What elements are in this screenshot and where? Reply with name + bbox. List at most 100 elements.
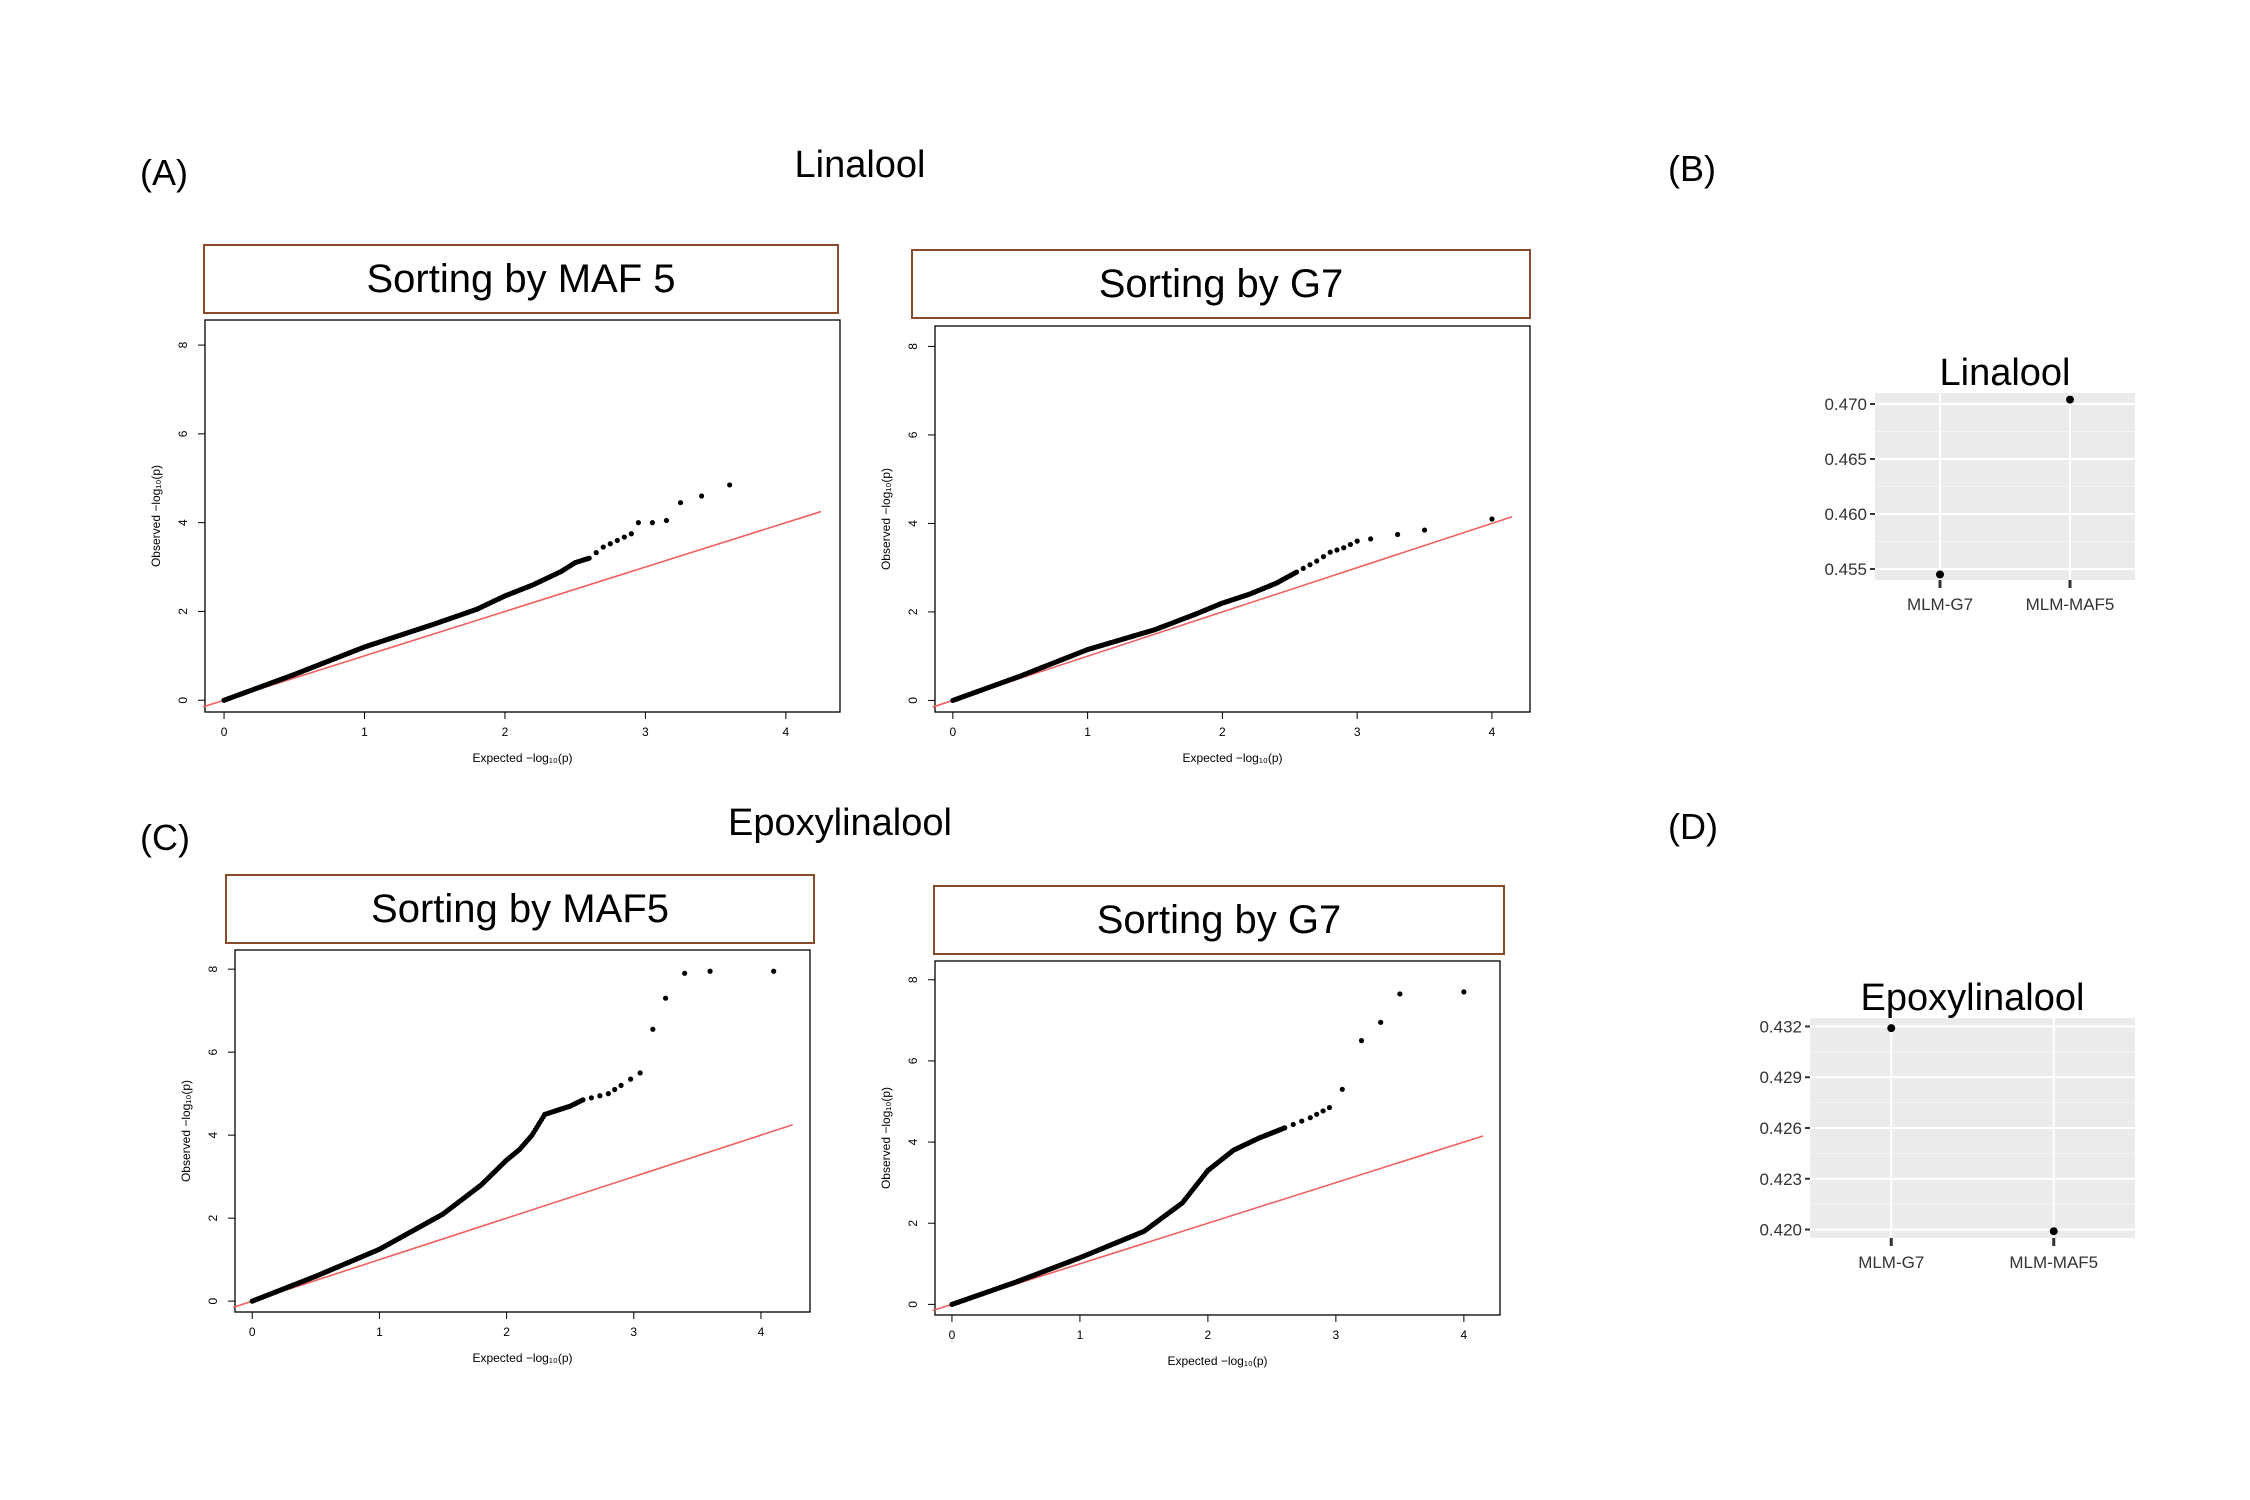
data-point	[1397, 991, 1403, 997]
x-tick-label: 2	[502, 725, 509, 739]
data-point	[612, 1086, 618, 1093]
data-point	[2049, 1227, 2058, 1236]
sorting-header-c1: Sorting by MAF5	[225, 874, 815, 944]
x-tick-label: 2	[503, 1325, 510, 1339]
y-axis-label: Observed −log₁₀(p)	[879, 1087, 893, 1189]
x-tick-label: 1	[376, 1325, 383, 1339]
epoxylinalool-group-title: Epoxylinalool	[728, 802, 952, 844]
y-tick-label: 2	[906, 1220, 920, 1227]
y-tick-label: 0.429	[1759, 1068, 1802, 1087]
y-tick-label: 0	[176, 697, 190, 704]
data-point	[1341, 545, 1347, 551]
dot-chart-linalool: Linalool 0.455 0.460 0.465 0.470 MLM-G7 MLM-MA…	[1824, 352, 2135, 614]
dot-chart-epoxylinalool: Epoxylinalool 0.420 0.423 0.426 0.429 0.432 ML…	[1759, 977, 2135, 1272]
y-tick-label: 6	[906, 1057, 920, 1064]
plot-frame	[234, 949, 811, 1313]
data-point	[1358, 1038, 1365, 1044]
x-tick-label: 4	[1489, 725, 1496, 739]
data-point	[635, 520, 641, 526]
x-axis-label: Expected −log₁₀(p)	[472, 751, 572, 765]
data-point	[1339, 1086, 1345, 1092]
x-tick-label: 0	[949, 1328, 956, 1342]
data-point	[2066, 395, 2074, 404]
data-point	[597, 1093, 603, 1099]
panel-label-d: (D)	[1668, 806, 1718, 847]
data-point	[1300, 565, 1306, 572]
linalool-group-title: Linalool	[794, 144, 926, 186]
x-tick-label: 3	[630, 1325, 637, 1339]
data-point	[1378, 1019, 1384, 1025]
y-tick-label: 6	[206, 1048, 220, 1055]
chart-title: Linalool	[1940, 352, 2071, 394]
plot-frame	[204, 319, 841, 713]
y-tick-label: 6	[176, 430, 190, 437]
y-tick-label: 0.432	[1759, 1017, 1802, 1036]
data-point	[650, 1026, 656, 1032]
data-point	[1307, 1115, 1313, 1121]
y-tick-label: 0	[906, 697, 920, 704]
y-tick-label: 6	[906, 431, 920, 438]
data-point	[628, 1076, 634, 1082]
x-axis-label: Expected −log₁₀(p)	[472, 1351, 572, 1365]
y-tick-label: 2	[176, 608, 190, 615]
y-tick-label: 4	[906, 1138, 920, 1145]
data-point	[607, 541, 613, 547]
y-tick-label: 0.455	[1824, 560, 1867, 579]
data-point	[1314, 1111, 1320, 1117]
reference-line	[932, 516, 1513, 708]
data-point	[1290, 1121, 1296, 1128]
qq-plot-linalool-g7: 0 1 2 3 4 0 2 4 6 8 Expected −log₁₀(p) Observed −lo…	[879, 325, 1531, 765]
y-tick-label: 0	[206, 1297, 220, 1304]
sorting-header-c2: Sorting by G7	[933, 885, 1505, 955]
y-tick-label: 0.460	[1824, 505, 1867, 524]
x-tick-label: 3	[642, 725, 649, 739]
sorting-header-a1: Sorting by MAF 5	[203, 244, 839, 314]
y-tick-label: 2	[206, 1214, 220, 1221]
x-axis-label: Expected −log₁₀(p)	[1182, 751, 1282, 765]
data-point	[1936, 570, 1944, 579]
x-tick-label: MLM-G7	[1907, 595, 1973, 614]
y-tick-label: 0.420	[1759, 1221, 1802, 1240]
data-point	[1334, 547, 1340, 553]
data-point	[1887, 1024, 1896, 1033]
y-tick-label: 4	[906, 520, 920, 527]
x-tick-label: 4	[758, 1325, 765, 1339]
x-tick-label: 1	[361, 725, 368, 739]
x-tick-label: 2	[1205, 1328, 1212, 1342]
y-tick-label: 0	[906, 1301, 920, 1308]
y-tick-label: 0.426	[1759, 1119, 1802, 1138]
y-tick-label: 8	[176, 341, 190, 348]
data-point	[649, 520, 656, 526]
data-point	[727, 482, 733, 488]
data-point	[1314, 558, 1320, 564]
data-point	[1489, 516, 1495, 522]
data-point	[593, 550, 599, 556]
x-tick-label: 0	[249, 1325, 256, 1339]
x-tick-label: 3	[1354, 725, 1361, 739]
y-tick-label: 8	[906, 976, 920, 983]
y-tick-label: 0.423	[1759, 1170, 1802, 1189]
data-point	[1293, 569, 1300, 575]
data-point	[600, 544, 606, 550]
data-point	[614, 537, 620, 544]
data-point	[1368, 536, 1374, 542]
data-point	[586, 555, 592, 561]
y-axis-label: Observed −log₁₀(p)	[179, 1080, 193, 1182]
data-point	[1307, 562, 1313, 568]
x-axis-label: Expected −log₁₀(p)	[1167, 1354, 1267, 1368]
x-tick-label: 1	[1084, 725, 1091, 739]
y-axis-label: Observed −log₁₀(p)	[149, 465, 163, 567]
data-point	[637, 1070, 643, 1076]
qq-plot-linalool-maf5: 0 1 2 3 4 0 2 4 6 8 Expected −log₁₀(p) Observed −lo…	[149, 319, 841, 765]
y-tick-label: 8	[906, 343, 920, 350]
data-point	[580, 1097, 586, 1103]
y-tick-label: 4	[206, 1131, 220, 1138]
x-tick-label: MLM-MAF5	[2009, 1253, 2098, 1272]
data-point	[605, 1091, 611, 1097]
x-tick-label: 2	[1219, 725, 1226, 739]
data-point	[628, 531, 634, 537]
data-point	[1394, 531, 1401, 538]
sorting-header-a2: Sorting by G7	[911, 249, 1531, 319]
data-point	[1421, 527, 1428, 533]
y-tick-label: 2	[906, 608, 920, 615]
